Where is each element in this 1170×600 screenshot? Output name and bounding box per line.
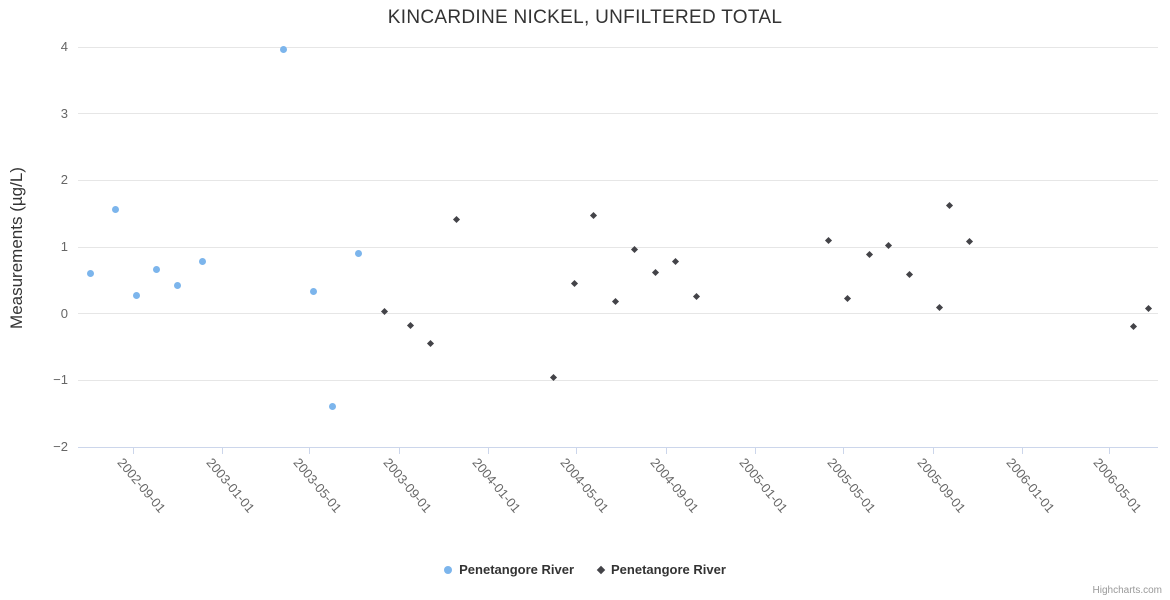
data-point[interactable] — [906, 270, 914, 278]
chart-title: KINCARDINE NICKEL, UNFILTERED TOTAL — [387, 7, 783, 28]
x-axis-tick — [932, 448, 934, 454]
data-point[interactable] — [112, 205, 120, 213]
data-point[interactable] — [407, 321, 415, 329]
data-point[interactable] — [590, 211, 598, 219]
data-point[interactable] — [1144, 304, 1153, 312]
x-axis-tick — [842, 448, 844, 454]
y-axis-label: −2 — [53, 439, 68, 454]
x-axis-label: 2002-09-01 — [114, 455, 169, 516]
x-axis-tick — [132, 448, 134, 454]
x-axis-label: 2003-09-01 — [380, 455, 435, 516]
data-point[interactable] — [672, 257, 680, 265]
data-point[interactable] — [611, 298, 619, 306]
data-point[interactable] — [310, 287, 318, 295]
x-axis-tick — [488, 448, 490, 454]
x-axis-line — [78, 447, 1158, 448]
legend-item[interactable]: Penetangore River — [444, 562, 574, 577]
y-gridline — [78, 313, 1158, 315]
x-axis-label: 2005-01-01 — [736, 455, 791, 516]
y-gridline — [78, 113, 1158, 115]
x-axis-tick — [1021, 448, 1023, 454]
legend-label: Penetangore River — [459, 562, 574, 577]
legend-label: Penetangore River — [611, 562, 726, 577]
x-axis-label: 2005-09-01 — [914, 455, 969, 516]
data-point[interactable] — [936, 304, 944, 312]
data-point[interactable] — [329, 402, 337, 410]
x-axis-label: 2004-09-01 — [647, 455, 702, 516]
y-axis-label: 4 — [60, 39, 68, 54]
y-gridline — [78, 179, 1158, 181]
x-axis-tick — [1109, 448, 1111, 454]
data-point[interactable] — [824, 236, 832, 244]
x-axis-label: 2003-05-01 — [290, 455, 346, 516]
y-axis-label: 2 — [60, 172, 68, 188]
legend-marker-diamond-icon — [596, 565, 606, 574]
data-point[interactable] — [453, 215, 461, 223]
legend-marker-circle-icon — [444, 565, 453, 574]
data-point[interactable] — [199, 258, 207, 266]
data-point[interactable] — [651, 268, 659, 276]
y-axis-label: 3 — [60, 105, 68, 121]
legend: Penetangore River Penetangore River — [0, 562, 1170, 577]
y-axis-label: 0 — [60, 305, 68, 321]
x-axis-label: 2004-05-01 — [557, 455, 613, 516]
x-axis-tick — [221, 448, 223, 454]
data-point[interactable] — [86, 269, 94, 277]
data-point[interactable] — [966, 238, 974, 246]
data-point[interactable] — [279, 45, 287, 53]
data-point[interactable] — [355, 250, 363, 258]
data-point[interactable] — [844, 294, 852, 302]
y-gridline — [78, 379, 1158, 381]
x-axis-label: 2005-05-01 — [824, 455, 879, 516]
data-point[interactable] — [153, 265, 161, 273]
x-axis-label: 2004-01-01 — [469, 455, 524, 516]
x-axis-tick — [399, 448, 401, 454]
data-point[interactable] — [426, 339, 434, 347]
data-point[interactable] — [1130, 322, 1138, 330]
x-axis-tick — [576, 448, 578, 454]
legend-item[interactable]: Penetangore River — [596, 562, 726, 577]
y-axis-label: −1 — [53, 372, 68, 388]
y-axis-label: 1 — [60, 239, 68, 254]
highcharts-credit-link[interactable]: Highcharts.com — [1092, 585, 1162, 596]
x-axis-tick — [309, 448, 311, 454]
data-point[interactable] — [132, 291, 140, 299]
y-gridline — [78, 246, 1158, 248]
x-axis-tick — [755, 448, 757, 454]
data-point[interactable] — [692, 292, 700, 300]
x-axis-label: 2003-01-01 — [203, 455, 258, 516]
x-axis-label: 2006-01-01 — [1003, 455, 1058, 516]
data-point[interactable] — [945, 201, 953, 209]
data-point[interactable] — [174, 282, 182, 290]
x-axis-tick — [666, 448, 668, 454]
data-point[interactable] — [571, 280, 579, 288]
y-gridline — [78, 46, 1158, 48]
x-axis-label: 2006-05-01 — [1090, 455, 1145, 516]
data-point[interactable] — [865, 250, 873, 258]
